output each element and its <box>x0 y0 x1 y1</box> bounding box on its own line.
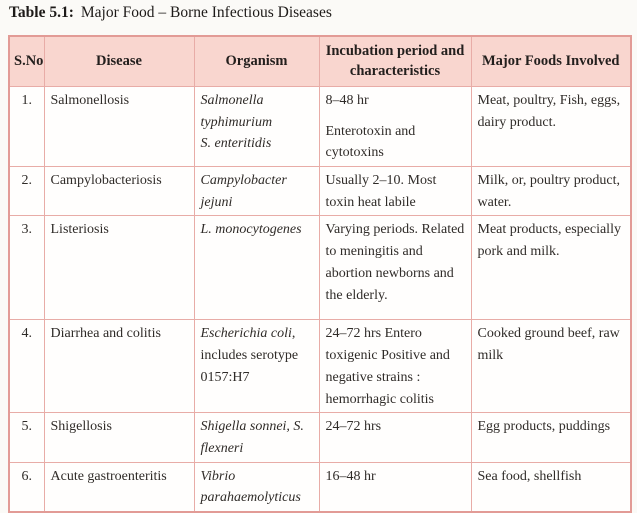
cell-incubation: 8–48 hr Enterotoxin and cytotoxins <box>318 85 472 168</box>
cell-incubation: Varying periods. Related to meningitis a… <box>318 215 472 321</box>
cell-disease: Diarrhea and colitis <box>43 319 195 414</box>
cell-foods: Milk, or, poultry product, water. <box>470 166 632 217</box>
table-title: Table 5.1: Major Food – Borne Infectious … <box>9 4 332 22</box>
cell-sno: 2. <box>8 166 45 217</box>
diseases-table: S.No Disease Organism Incubation period … <box>8 35 632 513</box>
cell-sno: 5. <box>8 412 45 463</box>
cell-foods: Meat, poultry, Fish, eggs, dairy product… <box>470 85 632 168</box>
column-header-sno: S.No <box>8 35 45 87</box>
table-row: 5. Shigellosis Shigella sonnei, S. flexner… <box>8 412 632 463</box>
cell-disease: Listeriosis <box>43 215 195 321</box>
column-header-foods: Major Foods Involved <box>470 35 632 87</box>
table-title-number: Table 5.1: <box>9 4 74 21</box>
incubation-paragraph: Usually 2–10. Most toxin heat labile <box>325 173 437 210</box>
column-header-incubation: Incubation period and characteristics <box>318 35 472 87</box>
cell-incubation: 24–72 hrs <box>318 412 472 463</box>
cell-sno: 4. <box>8 319 45 414</box>
table-row: 1. Salmonellosis Salmonella typhimurium S. … <box>8 85 632 168</box>
cell-disease: Acute gastroenteritis <box>43 461 195 513</box>
incubation-paragraph: Varying periods. Related to meningitis a… <box>325 222 465 303</box>
column-header-disease: Disease <box>43 35 195 87</box>
cell-disease: Shigellosis <box>43 412 195 463</box>
organism-segment: S. enteritidis <box>200 136 272 152</box>
cell-organism: Escherichia coli, includes serotype 0157… <box>193 319 320 414</box>
cell-foods: Egg products, puddings <box>470 412 632 463</box>
cell-incubation: 16–48 hr <box>318 461 472 513</box>
organism-segment: Shigella sonnei, S. flexneri <box>200 419 304 456</box>
cell-organism: Vibrio parahaemolyticus <box>193 461 320 513</box>
page: Table 5.1: Major Food – Borne Infectious … <box>8 4 632 513</box>
cell-sno: 1. <box>8 85 45 168</box>
cell-organism: Campylobacter jejuni <box>193 166 320 217</box>
cell-foods: Sea food, shellfish <box>470 461 632 513</box>
incubation-paragraph: 24–72 hrs <box>325 419 382 435</box>
cell-foods: Cooked ground beef, raw milk <box>470 319 632 414</box>
organism-segment: L. monocytogenes <box>200 222 302 238</box>
table-row: 6. Acute gastroenteritis Vibrio parahaemol… <box>8 461 632 513</box>
organism-segment: Campylobacter jejuni <box>200 173 287 210</box>
table-title-text: Major Food – Borne Infectious Diseases <box>80 4 332 21</box>
incubation-paragraph: 16–48 hr <box>325 468 376 484</box>
incubation-paragraph: 8–48 hr <box>325 93 369 108</box>
cell-sno: 6. <box>8 461 45 513</box>
cell-incubation: 24–72 hrs Entero toxigenic Positive and … <box>318 319 472 414</box>
cell-disease: Salmonellosis <box>43 85 195 168</box>
incubation-paragraph: Enterotoxin and cytotoxins <box>325 123 416 161</box>
cell-organism: Shigella sonnei, S. flexneri <box>193 412 320 463</box>
cell-organism: L. monocytogenes <box>193 215 320 321</box>
organism-segment: Escherichia coli <box>200 326 292 342</box>
table-body: 1. Salmonellosis Salmonella typhimurium S. … <box>8 85 632 513</box>
table-row: 3. Listeriosis L. monocytogenes Varying per… <box>8 215 632 321</box>
cell-foods: Meat products, especially pork and milk. <box>470 215 632 321</box>
cell-organism: Salmonella typhimurium S. enteritidis <box>193 85 320 168</box>
cell-incubation: Usually 2–10. Most toxin heat labile <box>318 166 472 217</box>
organism-segment: , includes serotype 0157:H7 <box>200 326 299 385</box>
incubation-paragraph: 24–72 hrs Entero toxigenic Positive and … <box>325 326 450 407</box>
table-row: 4. Diarrhea and colitis Escherichia coli, … <box>8 319 632 414</box>
table-row: 2. Campylobacteriosis Campylobacter jejuni… <box>8 166 632 217</box>
table-header-row: S.No Disease Organism Incubation period … <box>8 35 632 87</box>
cell-disease: Campylobacteriosis <box>43 166 195 217</box>
organism-segment: Salmonella typhimurium <box>200 93 273 130</box>
cell-sno: 3. <box>8 215 45 321</box>
column-header-organism: Organism <box>193 35 320 87</box>
organism-segment: Vibrio parahaemolyticus <box>200 468 301 506</box>
